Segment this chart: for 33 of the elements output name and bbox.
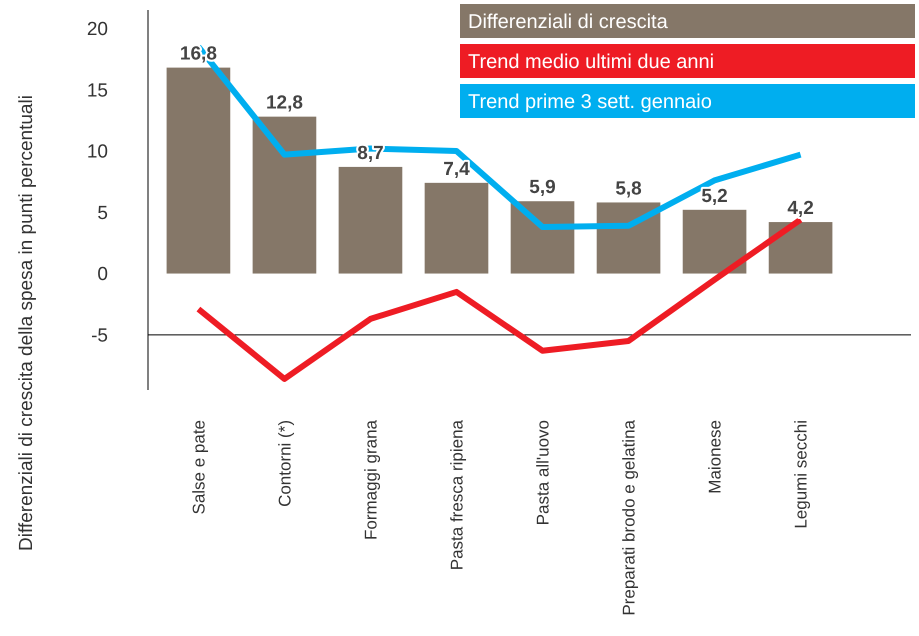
- bar: [510, 201, 574, 274]
- y-tick-label: -5: [91, 325, 108, 346]
- series-label: Trend prime 3 sett. gennaio: [468, 91, 712, 113]
- x-tick-label: Formaggi grana: [361, 419, 380, 540]
- data-label: 5,8: [615, 178, 642, 200]
- y-tick-label: 5: [97, 202, 108, 224]
- x-tick-label: Pasta fresca ripiena: [447, 419, 466, 570]
- y-tick-label: 10: [86, 142, 108, 163]
- legend-box: Trend medio ultimi due anni: [460, 44, 915, 78]
- y-axis-title: Differenziali di crescita della spesa in punti percentuali: [16, 95, 37, 551]
- legend-box: Differenziali di crescita: [460, 4, 915, 38]
- y-tick-label: 20: [86, 19, 108, 40]
- data-label: 5,2: [701, 186, 728, 207]
- data-label: 4,2: [787, 198, 814, 220]
- x-tick-label: Contorni (*): [275, 420, 294, 507]
- bar: [424, 182, 488, 274]
- bar: [252, 116, 316, 274]
- bar: [682, 210, 746, 274]
- data-label: 5,9: [529, 177, 556, 198]
- x-tick-label: Salse e pate: [189, 420, 208, 515]
- data-label: 12,8: [266, 92, 303, 114]
- x-tick-label: Pasta all'uovo: [534, 420, 553, 526]
- bar: [596, 202, 660, 274]
- x-tick-label: Preparati brodo e gelatina: [620, 419, 639, 616]
- x-tick-label: Maionese: [706, 420, 725, 494]
- x-tick-label: Legumi secchi: [792, 420, 811, 529]
- bar: [166, 68, 230, 274]
- bar: [338, 166, 402, 274]
- y-tick-label: 0: [97, 264, 108, 286]
- legend-box: Trend prime 3 sett. gennaio: [460, 84, 915, 118]
- data-label: 7,4: [443, 158, 470, 180]
- bar: [768, 222, 832, 274]
- y-tick-label: 15: [86, 80, 108, 102]
